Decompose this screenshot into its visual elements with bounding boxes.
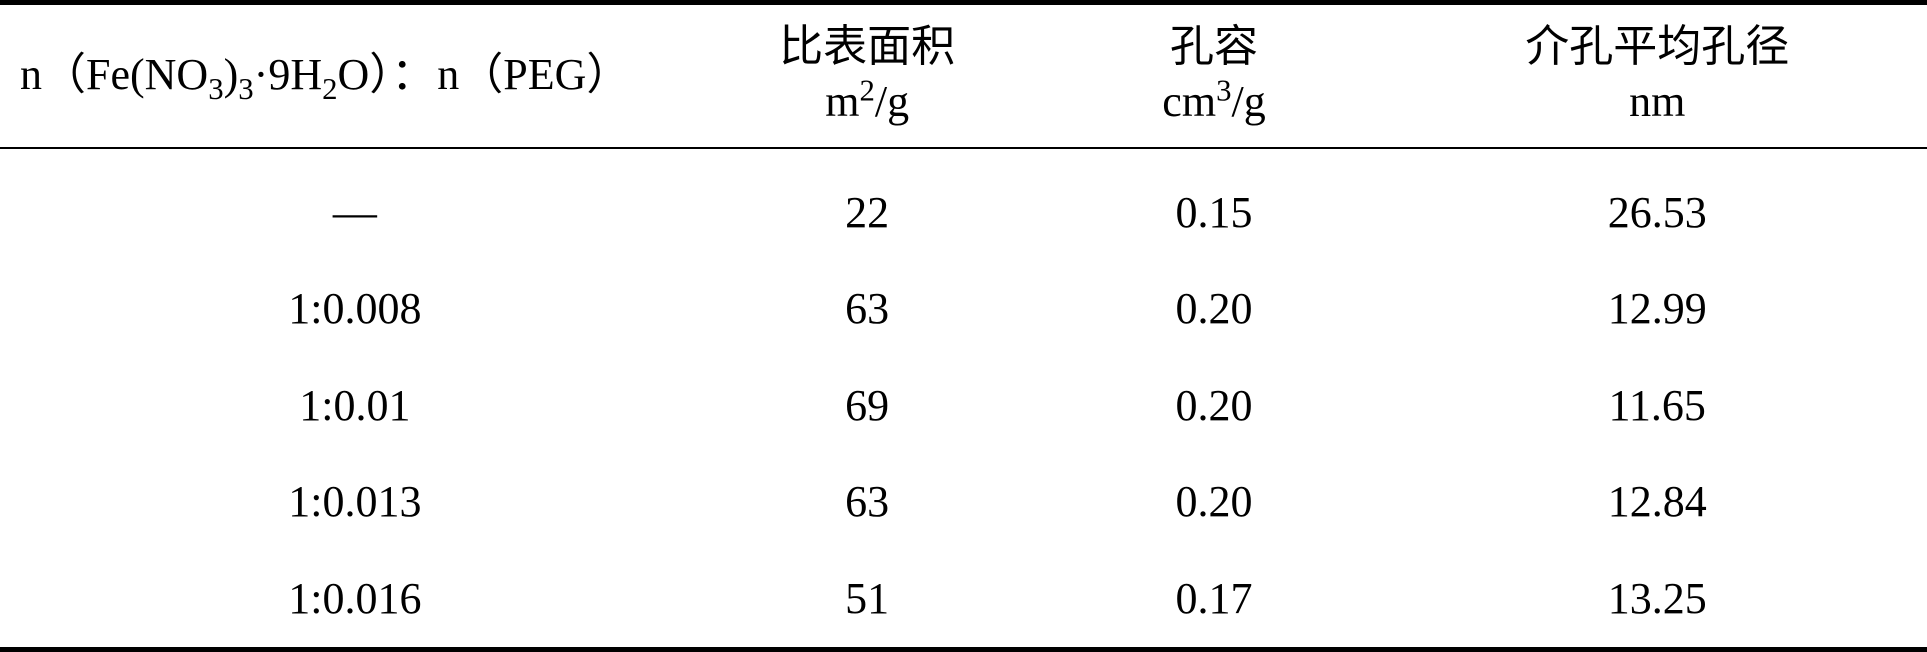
- cell-ssa: 22: [694, 148, 1041, 261]
- col-header-ssa: 比表面积 m2/g: [694, 3, 1041, 149]
- col-header-porevol-line1: 孔容: [1049, 19, 1380, 74]
- cell-ssa: 63: [694, 261, 1041, 357]
- cell-ratio: 1:0.016: [0, 551, 694, 650]
- cell-ratio: 1:0.01: [0, 358, 694, 454]
- cell-poredia: 11.65: [1387, 358, 1927, 454]
- col-header-poredia-line1: 介孔平均孔径: [1395, 19, 1919, 74]
- col-header-ratio-line1: n（Fe(NO3)3·9H2O）：n（PEG）: [20, 47, 686, 102]
- cell-porevol: 0.15: [1041, 148, 1388, 261]
- table-row: 1:0.008 63 0.20 12.99: [0, 261, 1927, 357]
- cell-poredia: 13.25: [1387, 551, 1927, 650]
- cell-poredia: 12.99: [1387, 261, 1927, 357]
- table-header: n（Fe(NO3)3·9H2O）：n（PEG） 比表面积 m2/g 孔容 cm3…: [0, 3, 1927, 149]
- col-header-poredia: 介孔平均孔径 nm: [1387, 3, 1927, 149]
- cell-poredia: 12.84: [1387, 454, 1927, 550]
- cell-ssa: 63: [694, 454, 1041, 550]
- table-body: — 22 0.15 26.53 1:0.008 63 0.20 12.99 1:…: [0, 148, 1927, 649]
- table-row: 1:0.01 69 0.20 11.65: [0, 358, 1927, 454]
- col-header-ssa-line2: m2/g: [702, 74, 1033, 129]
- cell-ratio: 1:0.013: [0, 454, 694, 550]
- table-header-row: n（Fe(NO3)3·9H2O）：n（PEG） 比表面积 m2/g 孔容 cm3…: [0, 3, 1927, 149]
- col-header-porevol-line2: cm3/g: [1049, 74, 1380, 129]
- table-container: n（Fe(NO3)3·9H2O）：n（PEG） 比表面积 m2/g 孔容 cm3…: [0, 0, 1927, 643]
- cell-ssa: 51: [694, 551, 1041, 650]
- data-table: n（Fe(NO3)3·9H2O）：n（PEG） 比表面积 m2/g 孔容 cm3…: [0, 0, 1927, 652]
- col-header-porevol: 孔容 cm3/g: [1041, 3, 1388, 149]
- cell-porevol: 0.20: [1041, 454, 1388, 550]
- cell-ratio: —: [0, 148, 694, 261]
- table-row: 1:0.016 51 0.17 13.25: [0, 551, 1927, 650]
- cell-poredia: 26.53: [1387, 148, 1927, 261]
- col-header-poredia-line2: nm: [1395, 74, 1919, 129]
- cell-porevol: 0.20: [1041, 261, 1388, 357]
- cell-ssa: 69: [694, 358, 1041, 454]
- cell-ratio: 1:0.008: [0, 261, 694, 357]
- cell-porevol: 0.17: [1041, 551, 1388, 650]
- table-row: — 22 0.15 26.53: [0, 148, 1927, 261]
- col-header-ratio: n（Fe(NO3)3·9H2O）：n（PEG）: [0, 3, 694, 149]
- col-header-ssa-line1: 比表面积: [702, 19, 1033, 74]
- table-row: 1:0.013 63 0.20 12.84: [0, 454, 1927, 550]
- cell-porevol: 0.20: [1041, 358, 1388, 454]
